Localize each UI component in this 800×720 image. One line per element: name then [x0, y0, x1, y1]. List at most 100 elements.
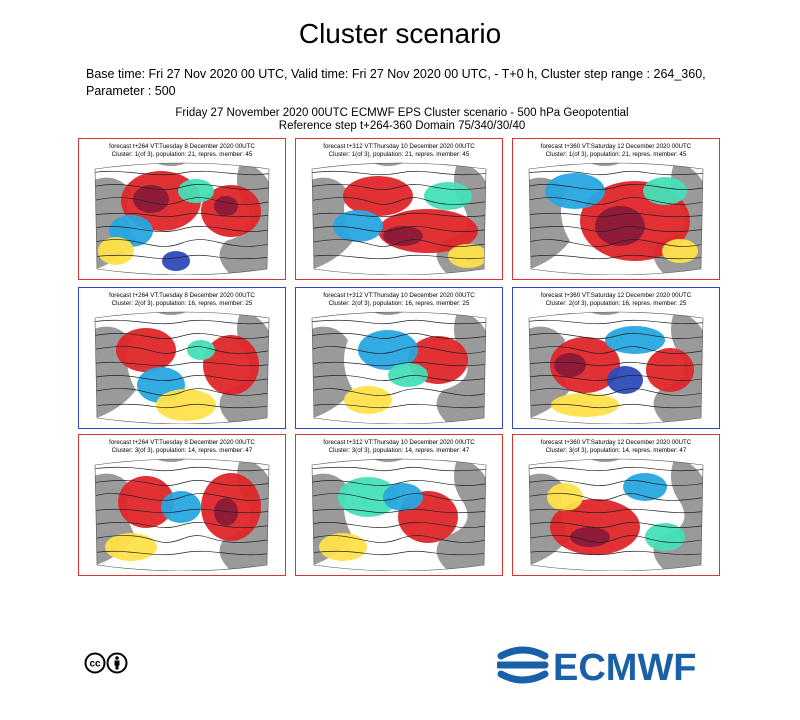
panel-forecast-label: forecast t+264 VT:Tuesday 8 December 202…: [109, 439, 255, 446]
geopotential-contour: [312, 226, 486, 232]
geopotential-contour: [529, 184, 703, 190]
geopotential-contour: [529, 197, 703, 205]
geopotential-contour: [312, 480, 486, 486]
geopotential-contour: [95, 254, 269, 260]
cluster-panel: forecast t+360 VT:Saturday 12 December 2…: [512, 434, 720, 576]
geopotential-map: [311, 458, 487, 571]
ecmwf-swirl-icon: [495, 646, 549, 684]
geopotential-contour: [529, 170, 703, 176]
panel-forecast-label: forecast t+360 VT:Saturday 12 December 2…: [540, 143, 692, 150]
geopotential-contour: [95, 212, 269, 218]
anomaly-area: [118, 476, 174, 528]
panel-cluster-label: Cluster: 2(of 3), population: 16, repres…: [328, 300, 470, 307]
cluster-panel: forecast t+264 VT:Tuesday 8 December 202…: [78, 287, 286, 429]
geopotential-contour: [95, 466, 269, 472]
anomaly-area: [162, 251, 190, 271]
anomaly-area: [607, 366, 643, 394]
anomaly-area: [595, 206, 645, 246]
figure-title: Friday 27 November 2020 00UTC ECMWF EPS …: [80, 107, 724, 133]
panel-forecast-label: forecast t+264 VT:Tuesday 8 December 202…: [109, 292, 255, 299]
geopotential-contour: [529, 226, 703, 232]
geopotential-contour: [312, 239, 486, 247]
anomaly-area: [116, 328, 176, 372]
geopotential-contour: [529, 239, 703, 247]
land-mass: [95, 312, 269, 424]
creative-commons-by-icon: cc: [84, 652, 130, 679]
panel-cluster-label: Cluster: 3(of 3), population: 14, repres…: [111, 447, 253, 454]
anomaly-area: [133, 185, 169, 213]
land-mass: [312, 459, 486, 571]
anomaly-area: [178, 179, 214, 203]
geopotential-contour: [95, 508, 269, 514]
geopotential-contour: [529, 319, 703, 325]
geopotential-contour: [529, 346, 703, 354]
anomaly-area: [547, 483, 583, 511]
anomaly-area: [319, 533, 367, 561]
geopotential-contour: [312, 212, 486, 218]
geopotential-contour: [529, 550, 703, 556]
geopotential-contour: [312, 493, 486, 501]
anomaly-area: [343, 176, 413, 216]
anomaly-area: [344, 386, 392, 414]
geopotential-contour: [95, 170, 269, 176]
cluster-panel: forecast t+360 VT:Saturday 12 December 2…: [512, 138, 720, 280]
geopotential-contour: [95, 493, 269, 501]
geopotential-contour: [529, 522, 703, 528]
geopotential-contour: [95, 403, 269, 409]
figure-title-line1: Friday 27 November 2020 00UTC ECMWF EPS …: [175, 107, 629, 119]
geopotential-map: [528, 162, 704, 275]
cluster-panel: forecast t+360 VT:Saturday 12 December 2…: [512, 287, 720, 429]
anomaly-area: [333, 210, 383, 242]
geopotential-contour: [312, 403, 486, 409]
panel-cluster-label: Cluster: 2(of 3), population: 16, repres…: [111, 300, 253, 307]
geopotential-contour: [312, 184, 486, 190]
anomaly-area: [161, 491, 201, 523]
geopotential-contour: [95, 197, 269, 205]
land-mass: [312, 312, 486, 424]
geopotential-contour: [95, 550, 269, 556]
anomaly-area: [358, 330, 418, 370]
geopotential-map: [311, 311, 487, 424]
geopotential-contour: [95, 535, 269, 543]
panel-forecast-label: forecast t+312 VT:Thursday 10 December 2…: [323, 143, 475, 150]
anomaly-area: [448, 244, 486, 268]
geopotential-contour: [529, 535, 703, 543]
cluster-panel: forecast t+264 VT:Tuesday 8 December 202…: [78, 434, 286, 576]
geopotential-contour: [95, 388, 269, 396]
geopotential-contour: [312, 361, 486, 367]
geopotential-map: [528, 311, 704, 424]
anomaly-area: [551, 393, 619, 417]
anomaly-area: [98, 237, 134, 265]
geopotential-contour: [312, 346, 486, 354]
geopotential-contour: [529, 254, 703, 260]
geopotential-contour: [529, 212, 703, 218]
svg-text:cc: cc: [89, 659, 101, 670]
geopotential-contour: [312, 550, 486, 556]
geopotential-contour: [312, 535, 486, 543]
page-title: Cluster scenario: [298, 18, 502, 49]
panel-forecast-label: forecast t+264 VT:Tuesday 8 December 202…: [109, 143, 255, 150]
anomaly-area: [545, 173, 605, 209]
panel-cluster-label: Cluster: 3(of 3), population: 14, repres…: [328, 447, 470, 454]
geopotential-contour: [529, 493, 703, 501]
anomaly-area: [383, 483, 423, 511]
geopotential-contour: [529, 375, 703, 381]
panel-cluster-label: Cluster: 2(of 3), population: 16, repres…: [545, 300, 687, 307]
geopotential-contour: [529, 480, 703, 486]
page-description: Base time: Fri 27 Nov 2020 00 UTC, Valid…: [86, 67, 706, 98]
anomaly-area: [338, 477, 398, 517]
land-mass: [95, 163, 269, 275]
geopotential-map: [528, 458, 704, 571]
figure-title-line2: Reference step t+264-360 Domain 75/340/3…: [278, 120, 526, 132]
logo-text: ECMWF: [553, 647, 697, 688]
anomaly-area: [645, 523, 685, 551]
panel-cluster-label: Cluster: 1(of 3), population: 21, repres…: [328, 151, 470, 158]
panel-cluster-label: Cluster: 1(of 3), population: 21, repres…: [545, 151, 687, 158]
anomaly-area: [643, 177, 687, 205]
geopotential-contour: [312, 319, 486, 325]
anomaly-area: [214, 196, 238, 216]
anomaly-area: [105, 533, 157, 561]
geopotential-contour: [95, 361, 269, 367]
geopotential-contour: [95, 375, 269, 381]
geopotential-map: [94, 311, 270, 424]
